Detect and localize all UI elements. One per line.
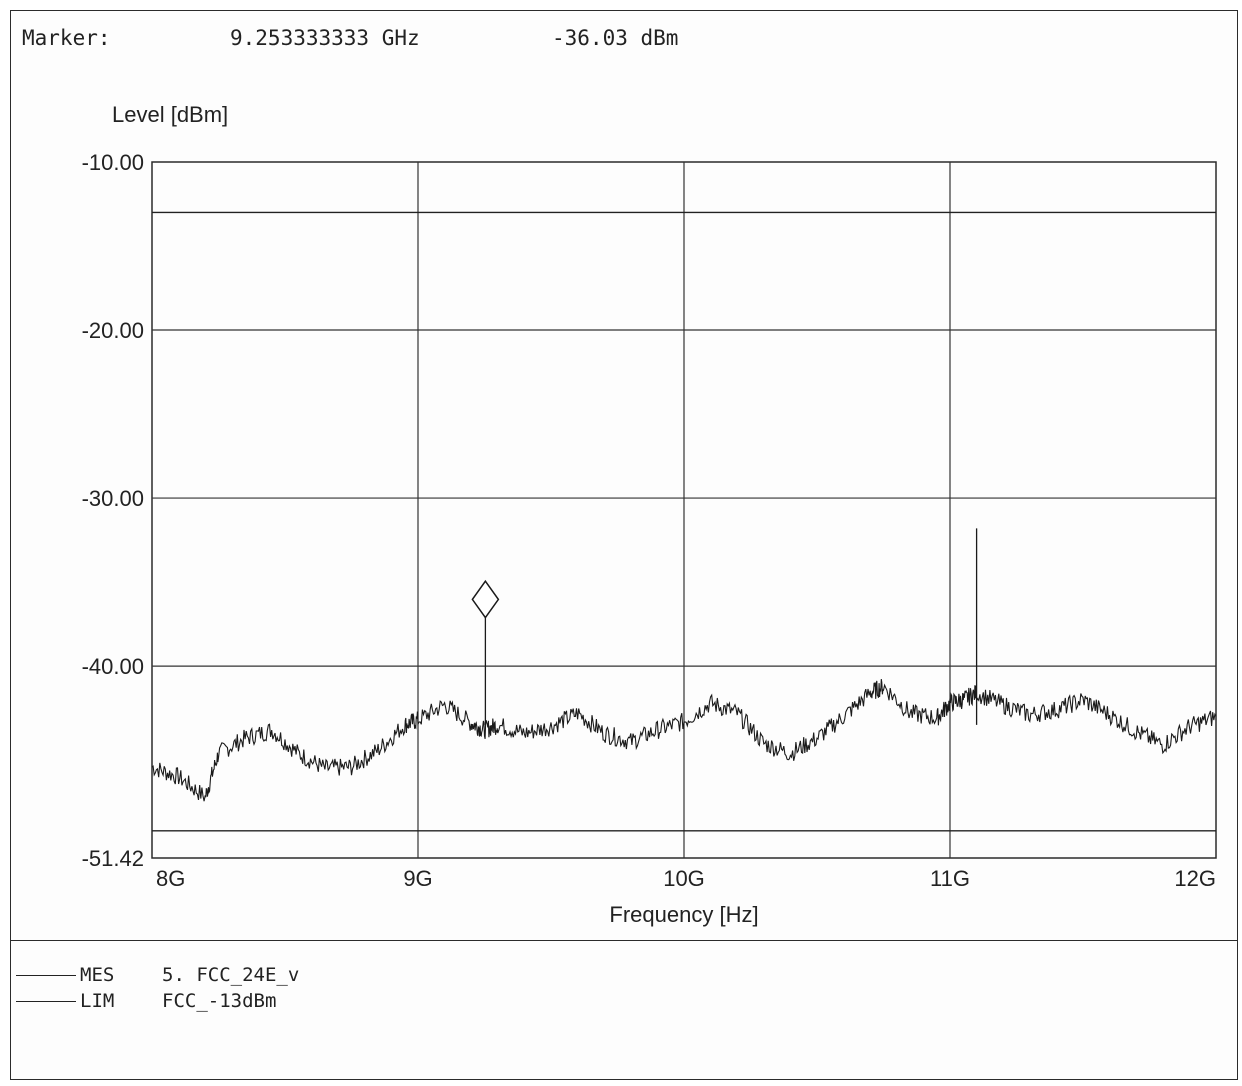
series-layer xyxy=(151,211,1217,832)
spectrum-chart: 8G 9G 10G 11G 12G -10.00 -20.00 -30.00 -40.00 -51… xyxy=(82,102,1217,927)
x-tick-label: 9G xyxy=(403,866,432,891)
marker-label: Marker: xyxy=(22,26,111,50)
legend-name-lim: FCC_-13dBm xyxy=(162,990,277,1012)
x-axis-label: Frequency [Hz] xyxy=(609,902,758,927)
y-tick-label: -51.42 xyxy=(82,846,144,871)
legend-kind-lim: LIM xyxy=(80,990,115,1012)
legend-swatch-lim xyxy=(16,1001,76,1002)
y-tick-label: -10.00 xyxy=(82,150,144,175)
grid-layer xyxy=(151,161,1217,859)
marker-frequency: 9.253333333 GHz xyxy=(230,26,420,50)
x-tick-label: 10G xyxy=(663,866,705,891)
report-frame xyxy=(10,10,1238,1080)
legend-item-lim: LIM FCC_-13dBm xyxy=(16,990,276,1014)
y-axis-label: Level [dBm] xyxy=(112,102,228,127)
x-tick-label: 8G xyxy=(156,866,185,891)
x-tick-label: 12G xyxy=(1174,866,1216,891)
legend-name-mes: 5. FCC_24E_v xyxy=(162,964,300,986)
marker-level: -36.03 dBm xyxy=(552,26,679,50)
legend-kind-mes: MES xyxy=(80,964,115,986)
legend-item-mes: MES 5. FCC_24E_v xyxy=(16,964,299,988)
x-tick-label: 11G xyxy=(930,866,970,891)
marker-diamond-icon xyxy=(471,579,500,619)
y-tick-label: -20.00 xyxy=(82,318,144,343)
y-tick-label: -30.00 xyxy=(82,486,144,511)
legend-swatch-mes xyxy=(16,975,76,976)
measurement-trace xyxy=(151,679,1217,802)
marker-readout: Marker: 9.253333333 GHz -36.03 dBm xyxy=(22,26,678,122)
y-tick-label: -40.00 xyxy=(82,654,144,679)
legend-divider xyxy=(10,940,1238,941)
tick-layer: 8G 9G 10G 11G 12G -10.00 -20.00 -30.00 -40.00 -51… xyxy=(82,150,1216,891)
